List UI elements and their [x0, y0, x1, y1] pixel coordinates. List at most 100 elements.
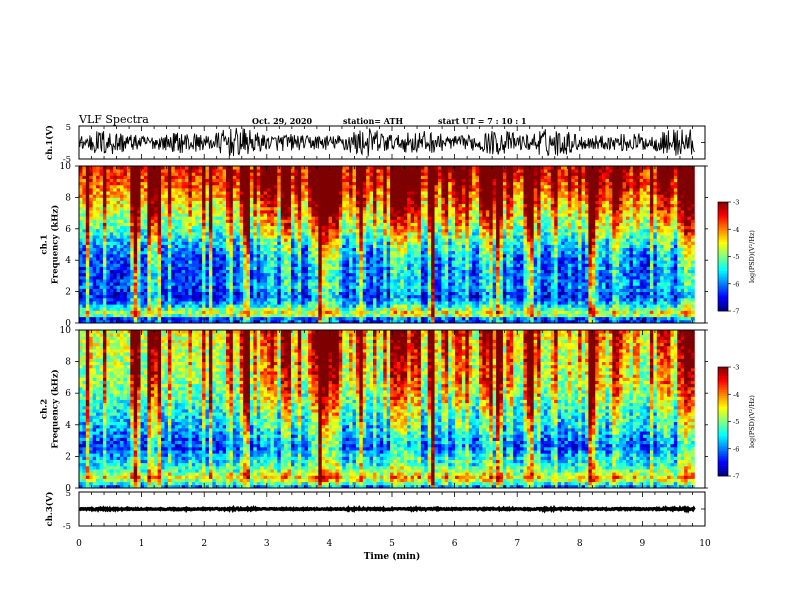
spectrogram-cell: [615, 282, 620, 286]
spectrogram-cell: [574, 319, 579, 324]
spectrogram-cell: [448, 263, 453, 267]
spectrogram-cell: [229, 241, 234, 245]
spectrogram-cell: [496, 288, 500, 292]
spectrogram-cell: [96, 263, 100, 267]
spectrogram-cell: [113, 282, 118, 286]
spectrogram-cell: [150, 313, 155, 318]
spectrogram-cell: [673, 285, 678, 289]
spectrogram-cell: [342, 263, 347, 267]
spectrogram-cell: [424, 288, 429, 292]
spectrogram-cell: [537, 266, 541, 271]
spectrogram-cell: [557, 279, 562, 283]
spectrogram-cell: [229, 285, 234, 289]
spectrogram-cell: [379, 319, 384, 324]
spectrogram-cell: [656, 316, 661, 321]
spectrogram-cell: [164, 304, 169, 308]
spectrogram-cell: [690, 275, 695, 280]
spectrogram-cell: [260, 241, 265, 245]
spectrogram-cell: [431, 244, 435, 249]
spectrogram-cell: [236, 266, 241, 271]
spectrogram-cell: [455, 244, 459, 249]
spectrogram-cell: [649, 294, 654, 299]
spectrogram-cell: [632, 260, 637, 264]
spectrogram-cell: [670, 244, 675, 249]
spectrogram-cell: [533, 238, 538, 242]
spectrogram-cell: [308, 294, 312, 299]
spectrogram-cell: [537, 253, 541, 258]
spectrogram-cell: [85, 297, 90, 302]
spectrogram-cell: [85, 301, 90, 305]
spectrogram-cell: [383, 319, 388, 324]
spectrogram-cell: [133, 241, 138, 245]
spectrogram-cell: [588, 307, 593, 311]
spectrogram-cell: [202, 275, 206, 280]
spectrogram-cell: [113, 297, 118, 302]
spectrogram-cell: [393, 247, 398, 252]
spectrogram-cell: [506, 304, 511, 308]
spectrogram-cell: [133, 291, 138, 296]
spectrogram-cell: [294, 319, 299, 324]
spectrogram-cell: [154, 282, 159, 286]
spectrogram-cell: [143, 260, 148, 264]
spectrogram-cell: [167, 294, 172, 299]
spectrogram-cell: [301, 307, 306, 311]
spectrogram-cell: [520, 285, 524, 289]
spectrogram-cell: [123, 297, 128, 302]
spectrogram-cell: [390, 269, 394, 274]
spectrogram-cell: [643, 260, 647, 264]
spectrogram-cell: [677, 253, 682, 258]
spectrogram-cell: [284, 294, 288, 299]
spectrogram-cell: [533, 241, 538, 245]
spectrogram-cell: [140, 316, 145, 321]
spectrogram-cell: [561, 310, 565, 314]
spectrogram-cell: [120, 307, 124, 311]
spectrogram-cell: [537, 269, 541, 274]
spectrogram-cell: [79, 263, 83, 267]
spectrogram-cell: [543, 294, 548, 299]
spectrogram-cell: [229, 316, 234, 321]
spectrogram-cell: [673, 297, 678, 302]
spectrogram-cell: [400, 241, 405, 245]
spectrogram-cell: [147, 316, 152, 321]
spectrogram-cell: [554, 250, 559, 255]
spectrogram-cell: [318, 272, 323, 277]
spectrogram-cell: [670, 257, 675, 261]
spectrogram-cell: [646, 266, 651, 271]
spectrogram-cell: [130, 310, 135, 314]
spectrogram-cell: [643, 241, 647, 245]
spectrogram-cell: [82, 282, 87, 286]
spectrogram-cell: [639, 304, 644, 308]
spectrogram-cell: [130, 282, 135, 286]
spectrogram-cell: [349, 310, 353, 314]
spectrogram-cell: [321, 269, 326, 274]
spectrogram-cell: [161, 282, 165, 286]
spectrogram-cell: [301, 282, 306, 286]
spectrogram-cell: [690, 238, 695, 242]
spectrogram-cell: [660, 275, 664, 280]
spectrogram-cell: [478, 238, 483, 242]
spectrogram-cell: [550, 272, 555, 277]
spectrogram-cell: [667, 275, 671, 280]
spectrogram-cell: [249, 260, 254, 264]
spectrogram-cell: [267, 260, 271, 264]
spectrogram-cell: [373, 282, 377, 286]
spectrogram-cell: [499, 288, 504, 292]
spectrogram-cell: [455, 313, 459, 318]
spectrogram-cell: [314, 310, 319, 314]
spectrogram-cell: [198, 319, 203, 324]
spectrogram-cell: [345, 244, 350, 249]
spectrogram-cell: [137, 304, 141, 308]
spectrogram-cell: [513, 244, 517, 249]
spectrogram-cell: [550, 238, 555, 242]
spectrogram-cell: [643, 282, 647, 286]
spectrogram-cell: [509, 275, 514, 280]
spectrogram-cell: [188, 266, 193, 271]
spectrogram-cell: [557, 253, 562, 258]
spectrogram-cell: [615, 304, 620, 308]
spectrogram-cell: [547, 282, 552, 286]
spectrogram-cell: [301, 297, 306, 302]
spectrogram-cell: [267, 250, 271, 255]
spectrogram-cell: [89, 235, 94, 239]
spectrogram-cell: [229, 247, 234, 252]
spectrogram-cell: [636, 285, 641, 289]
